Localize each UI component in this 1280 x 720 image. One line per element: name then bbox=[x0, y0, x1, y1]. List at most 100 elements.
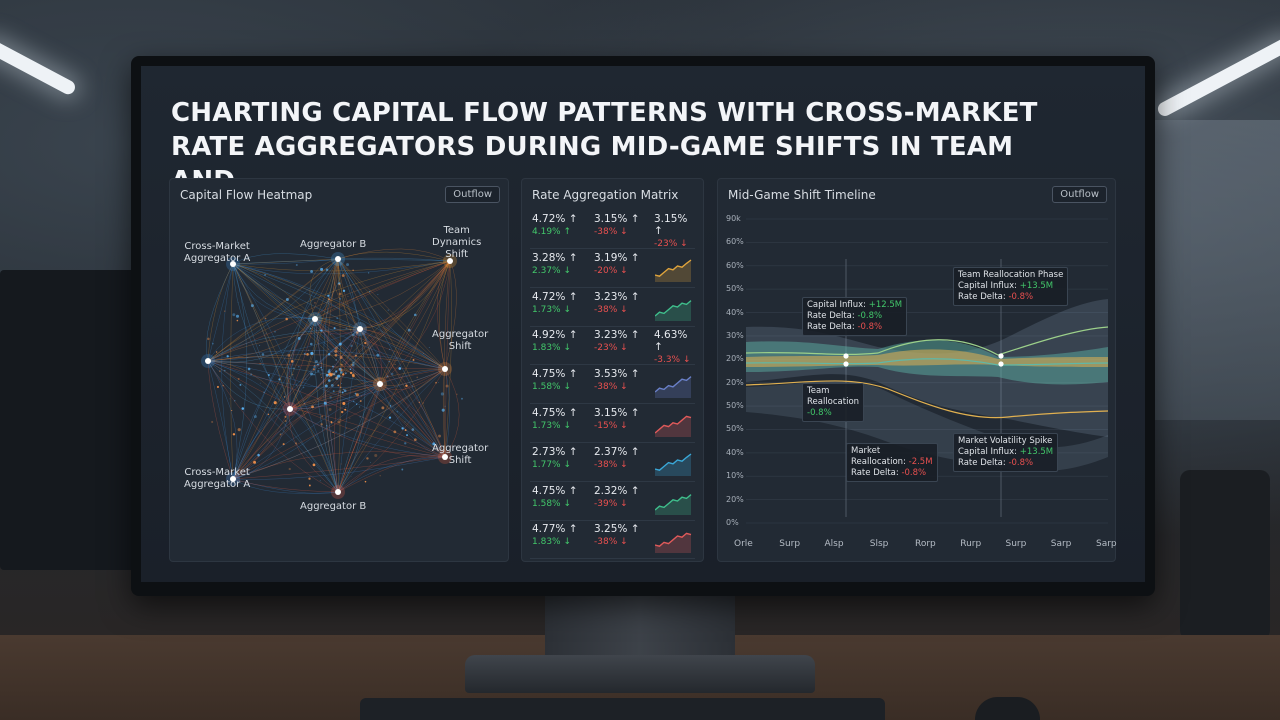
flow-link bbox=[232, 328, 361, 480]
flow-link bbox=[289, 258, 339, 410]
annotation-team-reallocation-phase: Team Reallocation Phase Capital Influx: … bbox=[953, 267, 1069, 306]
flow-link bbox=[359, 328, 446, 458]
particle bbox=[310, 351, 314, 355]
particle bbox=[327, 374, 329, 376]
particle bbox=[235, 314, 240, 318]
graph-node bbox=[335, 256, 341, 262]
particle bbox=[401, 468, 404, 471]
flow-link bbox=[232, 263, 381, 385]
particle bbox=[361, 395, 363, 397]
flow-link bbox=[314, 318, 446, 370]
matrix-cell: 4.72% ↑ 1.73% ↓ bbox=[532, 290, 578, 315]
node-label: Aggregator Shift bbox=[432, 443, 489, 466]
flow-link bbox=[232, 368, 446, 480]
particle bbox=[337, 370, 339, 372]
flow-link bbox=[359, 328, 446, 370]
flow-link bbox=[337, 258, 361, 330]
flow-link bbox=[337, 251, 451, 262]
particle bbox=[333, 373, 335, 376]
particle bbox=[297, 336, 301, 340]
particle bbox=[264, 317, 267, 320]
y-tick-label: 20% bbox=[726, 354, 744, 364]
particle bbox=[321, 454, 323, 456]
particle bbox=[332, 372, 336, 376]
flow-link bbox=[289, 408, 339, 493]
particle bbox=[413, 438, 417, 442]
flow-link bbox=[289, 383, 381, 410]
flow-link bbox=[207, 360, 291, 410]
y-tick-label: 30% bbox=[726, 330, 744, 340]
particle bbox=[322, 387, 324, 388]
particle bbox=[456, 393, 458, 395]
annotation-capital-influx: Capital Influx: +12.5M Rate Delta: -0.8%… bbox=[802, 297, 908, 336]
x-tick-label: Rurp bbox=[960, 539, 982, 549]
flow-link bbox=[359, 328, 446, 370]
y-tick-label: 40% bbox=[726, 447, 744, 457]
annotation-market-reallocation: Market Reallocation: -2.5M Rate Delta: -… bbox=[846, 443, 938, 482]
particle bbox=[352, 362, 354, 364]
flow-link bbox=[232, 408, 291, 480]
particle bbox=[337, 420, 341, 424]
particle bbox=[279, 433, 282, 436]
particle bbox=[350, 344, 353, 348]
particle bbox=[349, 417, 351, 419]
particle bbox=[422, 402, 424, 404]
particle bbox=[407, 328, 411, 332]
flow-link bbox=[437, 260, 451, 370]
particle bbox=[345, 327, 348, 329]
flow-link bbox=[207, 328, 361, 362]
particle bbox=[302, 386, 305, 389]
particle bbox=[308, 349, 310, 351]
matrix-cell: 4.92% ↑ 1.83% ↓ bbox=[532, 329, 578, 354]
panel-title: Rate Aggregation Matrix bbox=[532, 188, 679, 202]
particle bbox=[259, 345, 261, 346]
flow-link bbox=[337, 456, 446, 493]
flow-link bbox=[337, 368, 446, 493]
particle bbox=[335, 376, 338, 380]
particle bbox=[241, 407, 245, 410]
particle bbox=[340, 463, 342, 465]
particle bbox=[267, 413, 270, 416]
particle bbox=[332, 390, 335, 393]
flow-link bbox=[232, 263, 361, 330]
particle bbox=[285, 317, 288, 321]
particle bbox=[440, 392, 444, 396]
matrix-row: 4.75% ↑ 1.58% ↓ 2.32% ↑ -39% ↓ bbox=[530, 483, 695, 521]
flow-link bbox=[289, 383, 381, 410]
outflow-button[interactable]: Outflow bbox=[445, 186, 500, 203]
flow-link bbox=[207, 356, 381, 385]
flow-link bbox=[287, 318, 316, 410]
flow-link bbox=[444, 368, 460, 458]
flow-link bbox=[289, 258, 339, 410]
flow-link bbox=[232, 263, 381, 385]
outflow-button[interactable]: Outflow bbox=[1052, 186, 1107, 203]
particle bbox=[342, 373, 345, 376]
particle bbox=[253, 460, 257, 464]
flow-link bbox=[337, 258, 446, 458]
particle bbox=[317, 369, 320, 373]
flow-link bbox=[379, 260, 451, 385]
series-line bbox=[745, 358, 1109, 366]
particle bbox=[381, 406, 385, 410]
particle bbox=[237, 428, 241, 432]
particle bbox=[406, 434, 409, 437]
particle bbox=[339, 418, 342, 421]
flow-link bbox=[309, 258, 339, 320]
flow-link bbox=[232, 263, 316, 320]
matrix-row: 4.75% ↑ 1.58% ↓ 3.53% ↑ -38% ↓ bbox=[530, 366, 695, 405]
series-line bbox=[745, 380, 1109, 419]
flow-link bbox=[232, 259, 451, 265]
keyboard bbox=[360, 698, 885, 720]
particle bbox=[396, 410, 399, 413]
flow-link bbox=[337, 368, 446, 493]
flow-link bbox=[207, 360, 291, 410]
particle bbox=[334, 349, 338, 353]
particle bbox=[283, 396, 286, 398]
flow-link bbox=[232, 408, 291, 480]
particle bbox=[405, 384, 408, 388]
flow-link bbox=[289, 408, 339, 493]
flow-link bbox=[337, 368, 446, 493]
flow-link bbox=[359, 328, 446, 370]
flow-link bbox=[232, 263, 247, 480]
particle bbox=[207, 337, 210, 341]
